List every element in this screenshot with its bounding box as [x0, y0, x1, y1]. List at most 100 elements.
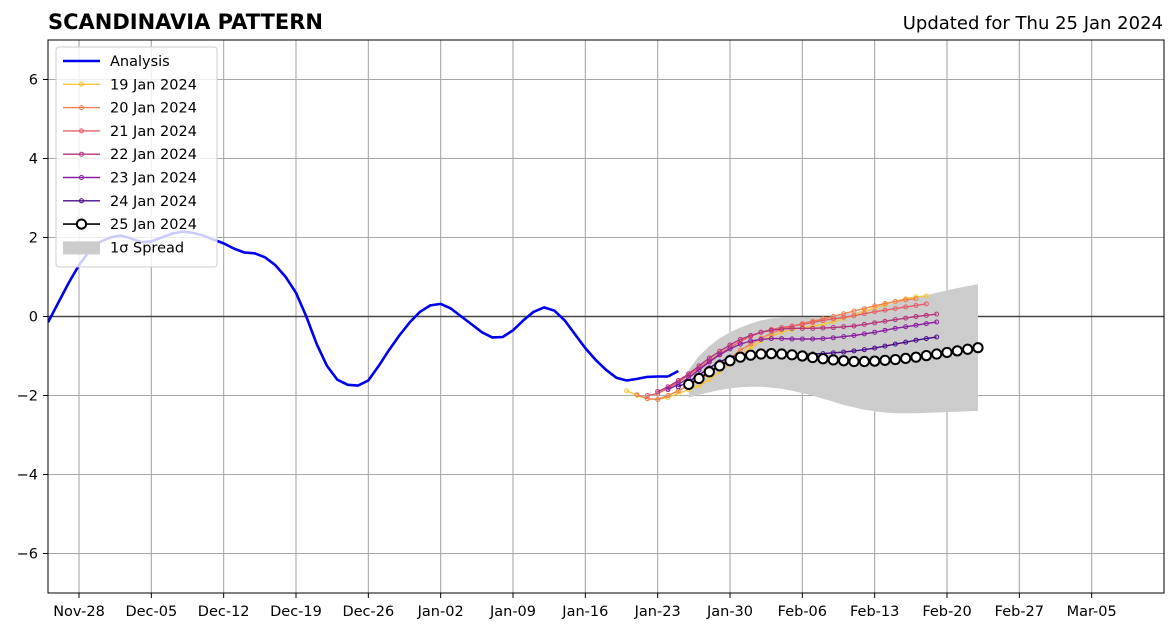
- series-point: [820, 336, 826, 342]
- forecast-point: [879, 354, 891, 366]
- series-point: [892, 298, 898, 304]
- series-point: [882, 307, 888, 313]
- forecast-point: [745, 349, 757, 361]
- series-point: [903, 315, 909, 321]
- y-tick-label: 6: [29, 73, 38, 89]
- series-point: [799, 325, 805, 331]
- legend-label: 20 Jan 2024: [110, 101, 197, 117]
- series-line: [636, 298, 917, 401]
- x-tick-label: Jan-23: [634, 604, 681, 620]
- x-tick-label: Jan-16: [561, 604, 608, 620]
- series-point: [799, 336, 805, 342]
- x-tick-label: Feb-06: [778, 604, 827, 620]
- series-point: [892, 341, 898, 347]
- chart-subtitle: Updated for Thu 25 Jan 2024: [903, 13, 1163, 34]
- series-point: [768, 327, 774, 333]
- series-point: [737, 341, 743, 347]
- y-tick-label: −6: [17, 547, 38, 563]
- x-tick-label: Dec-12: [198, 604, 250, 620]
- series-point: [934, 311, 940, 317]
- forecast-point: [683, 378, 695, 391]
- legend-label: 22 Jan 2024: [110, 147, 197, 163]
- series-point: [748, 341, 754, 347]
- y-tick-label: 0: [29, 310, 38, 326]
- series-point: [851, 323, 857, 329]
- series-line: [657, 313, 937, 393]
- legend-swatch-marker: [79, 81, 84, 87]
- legend-swatch-marker: [79, 105, 84, 111]
- series-point: [861, 306, 867, 312]
- x-tick-label: Jan-30: [706, 604, 753, 620]
- series-point: [903, 339, 909, 345]
- legend-label: 1σ Spread: [110, 240, 184, 256]
- series-point: [923, 321, 929, 327]
- series-point: [748, 338, 754, 344]
- forecast-point: [962, 343, 974, 355]
- legend-label: 25 Jan 2024: [110, 217, 197, 233]
- series-point: [644, 396, 650, 402]
- series-point: [872, 345, 878, 351]
- x-tick-label: Feb-27: [995, 604, 1044, 620]
- legend-label: 23 Jan 2024: [110, 171, 197, 187]
- series-point: [830, 316, 836, 322]
- series-point: [913, 337, 919, 343]
- legend-label: 21 Jan 2024: [110, 124, 197, 140]
- series-point: [820, 317, 826, 323]
- legend-label: Analysis: [110, 54, 170, 70]
- series-point: [913, 296, 919, 302]
- forecast-point: [724, 355, 736, 367]
- series-point: [903, 324, 909, 330]
- series-point: [934, 334, 940, 340]
- legend: Analysis 19 Jan 2024 20 Jan 2024 21 Jan 202…: [55, 46, 218, 268]
- series-line: [667, 321, 937, 391]
- series-point: [748, 332, 754, 338]
- forecast-point: [703, 366, 715, 378]
- series-point: [768, 336, 774, 342]
- x-tick-label: Mar-05: [1067, 604, 1117, 620]
- series-point: [913, 314, 919, 319]
- forecast-point: [941, 346, 953, 359]
- forecast-point: [755, 348, 767, 360]
- forecast-point: [796, 350, 808, 362]
- series-point: [841, 314, 847, 320]
- x-tick-label: Feb-13: [850, 604, 899, 620]
- series-point: [737, 336, 743, 342]
- forecast-point: [817, 353, 829, 365]
- series-point: [634, 392, 640, 398]
- series-point: [892, 317, 898, 323]
- series-point: [913, 302, 919, 308]
- legend-swatch-marker: [79, 198, 84, 204]
- series-point: [810, 325, 816, 331]
- series-point: [624, 388, 630, 394]
- series-point: [706, 359, 712, 365]
- series-point: [861, 311, 867, 317]
- y-tick-label: 2: [29, 231, 38, 247]
- series-point: [882, 318, 888, 324]
- series-point: [851, 348, 857, 354]
- series-point: [841, 334, 847, 340]
- forecast-point: [776, 348, 788, 360]
- y-tick-label: −4: [17, 468, 38, 484]
- series-point: [882, 327, 888, 333]
- forecast-point: [900, 352, 912, 364]
- series-point: [923, 312, 929, 318]
- series-point: [913, 322, 919, 328]
- series-point: [861, 321, 867, 327]
- series-point: [779, 329, 785, 335]
- series-point: [820, 325, 826, 331]
- series-point: [665, 393, 671, 398]
- series-point: [861, 347, 867, 353]
- series-point: [789, 336, 795, 342]
- series-point: [841, 324, 847, 330]
- series-point: [892, 325, 898, 331]
- y-tick-label: 4: [29, 152, 38, 168]
- series-point: [923, 336, 929, 342]
- forecast-point: [734, 351, 746, 363]
- series-point: [665, 384, 671, 390]
- forecast-point: [807, 351, 819, 364]
- legend-box: [55, 46, 218, 268]
- legend-swatch-marker: [79, 128, 84, 134]
- series-point: [851, 332, 857, 338]
- x-tick-label: Jan-02: [417, 604, 464, 620]
- series-point: [872, 329, 878, 335]
